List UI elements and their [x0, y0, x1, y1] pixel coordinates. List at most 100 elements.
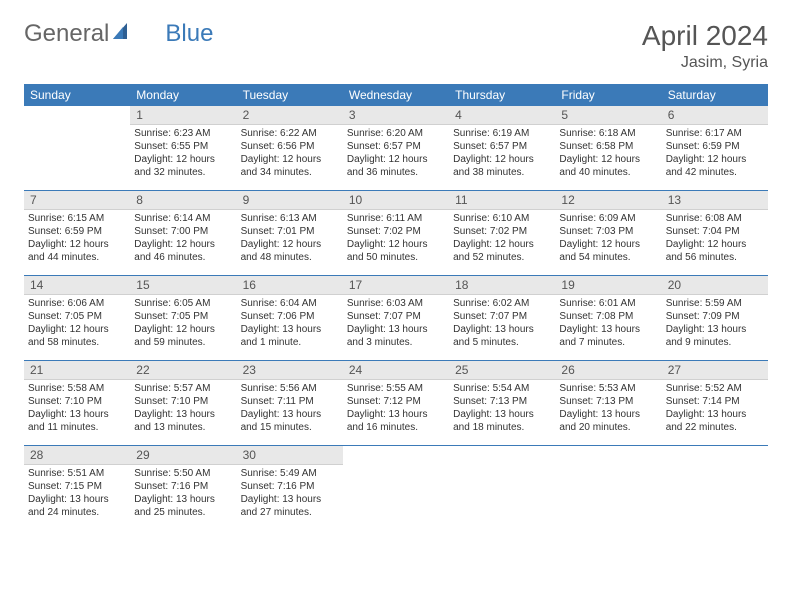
day-details: Sunrise: 6:19 AMSunset: 6:57 PMDaylight:… [449, 125, 555, 183]
day-cell: 11Sunrise: 6:10 AMSunset: 7:02 PMDayligh… [449, 191, 555, 276]
day-number: 2 [237, 106, 343, 125]
sunrise-line: Sunrise: 5:54 AM [453, 382, 551, 395]
day-number: 16 [237, 276, 343, 295]
daylight-line-2: and 13 minutes. [134, 421, 232, 434]
daylight-line-2: and 16 minutes. [347, 421, 445, 434]
daylight-line-2: and 36 minutes. [347, 166, 445, 179]
sunset-line: Sunset: 6:57 PM [347, 140, 445, 153]
sunrise-line: Sunrise: 5:58 AM [28, 382, 126, 395]
day-cell: 16Sunrise: 6:04 AMSunset: 7:06 PMDayligh… [237, 276, 343, 361]
day-number: 20 [662, 276, 768, 295]
day-number: 9 [237, 191, 343, 210]
day-cell: 21Sunrise: 5:58 AMSunset: 7:10 PMDayligh… [24, 361, 130, 446]
day-details: Sunrise: 5:57 AMSunset: 7:10 PMDaylight:… [130, 380, 236, 438]
daylight-line-1: Daylight: 12 hours [347, 238, 445, 251]
day-cell: 9Sunrise: 6:13 AMSunset: 7:01 PMDaylight… [237, 191, 343, 276]
location-label: Jasim, Syria [642, 54, 768, 72]
sunrise-line: Sunrise: 5:50 AM [134, 467, 232, 480]
day-cell: 7Sunrise: 6:15 AMSunset: 6:59 PMDaylight… [24, 191, 130, 276]
sunset-line: Sunset: 7:08 PM [559, 310, 657, 323]
day-number: 28 [24, 446, 130, 465]
day-number: 6 [662, 106, 768, 125]
sunset-line: Sunset: 7:14 PM [666, 395, 764, 408]
day-details: Sunrise: 6:18 AMSunset: 6:58 PMDaylight:… [555, 125, 661, 183]
daylight-line-1: Daylight: 12 hours [666, 153, 764, 166]
daylight-line-2: and 38 minutes. [453, 166, 551, 179]
sunset-line: Sunset: 6:59 PM [28, 225, 126, 238]
daylight-line-1: Daylight: 13 hours [28, 408, 126, 421]
col-saturday: Saturday [662, 84, 768, 106]
day-number: 14 [24, 276, 130, 295]
day-details: Sunrise: 6:20 AMSunset: 6:57 PMDaylight:… [343, 125, 449, 183]
sunset-line: Sunset: 7:09 PM [666, 310, 764, 323]
day-details: Sunrise: 6:17 AMSunset: 6:59 PMDaylight:… [662, 125, 768, 183]
day-cell: 29Sunrise: 5:50 AMSunset: 7:16 PMDayligh… [130, 446, 236, 530]
week-row: 21Sunrise: 5:58 AMSunset: 7:10 PMDayligh… [24, 361, 768, 446]
daylight-line-1: Daylight: 12 hours [28, 323, 126, 336]
day-details: Sunrise: 6:09 AMSunset: 7:03 PMDaylight:… [555, 210, 661, 268]
sunrise-line: Sunrise: 5:51 AM [28, 467, 126, 480]
sunrise-line: Sunrise: 6:03 AM [347, 297, 445, 310]
daylight-line-2: and 48 minutes. [241, 251, 339, 264]
daylight-line-2: and 42 minutes. [666, 166, 764, 179]
sunrise-line: Sunrise: 6:23 AM [134, 127, 232, 140]
day-number: 19 [555, 276, 661, 295]
day-cell: 10Sunrise: 6:11 AMSunset: 7:02 PMDayligh… [343, 191, 449, 276]
month-title: April 2024 [642, 20, 768, 52]
daylight-line-2: and 32 minutes. [134, 166, 232, 179]
day-details: Sunrise: 6:14 AMSunset: 7:00 PMDaylight:… [130, 210, 236, 268]
day-cell: 20Sunrise: 5:59 AMSunset: 7:09 PMDayligh… [662, 276, 768, 361]
sunrise-line: Sunrise: 6:19 AM [453, 127, 551, 140]
day-details: Sunrise: 5:56 AMSunset: 7:11 PMDaylight:… [237, 380, 343, 438]
sunrise-line: Sunrise: 5:53 AM [559, 382, 657, 395]
sunset-line: Sunset: 7:04 PM [666, 225, 764, 238]
day-cell [449, 446, 555, 530]
day-cell: 28Sunrise: 5:51 AMSunset: 7:15 PMDayligh… [24, 446, 130, 530]
daylight-line-1: Daylight: 13 hours [241, 323, 339, 336]
day-details: Sunrise: 6:04 AMSunset: 7:06 PMDaylight:… [237, 295, 343, 353]
sunrise-line: Sunrise: 6:18 AM [559, 127, 657, 140]
col-monday: Monday [130, 84, 236, 106]
daylight-line-1: Daylight: 12 hours [134, 323, 232, 336]
daylight-line-2: and 5 minutes. [453, 336, 551, 349]
day-cell: 26Sunrise: 5:53 AMSunset: 7:13 PMDayligh… [555, 361, 661, 446]
day-number: 8 [130, 191, 236, 210]
sunrise-line: Sunrise: 6:05 AM [134, 297, 232, 310]
daylight-line-2: and 15 minutes. [241, 421, 339, 434]
daylight-line-1: Daylight: 13 hours [28, 493, 126, 506]
sunset-line: Sunset: 6:59 PM [666, 140, 764, 153]
daylight-line-1: Daylight: 12 hours [134, 238, 232, 251]
day-details: Sunrise: 5:54 AMSunset: 7:13 PMDaylight:… [449, 380, 555, 438]
sunset-line: Sunset: 6:57 PM [453, 140, 551, 153]
day-cell: 25Sunrise: 5:54 AMSunset: 7:13 PMDayligh… [449, 361, 555, 446]
sunset-line: Sunset: 7:06 PM [241, 310, 339, 323]
day-cell: 4Sunrise: 6:19 AMSunset: 6:57 PMDaylight… [449, 106, 555, 191]
sunrise-line: Sunrise: 6:06 AM [28, 297, 126, 310]
day-details: Sunrise: 6:11 AMSunset: 7:02 PMDaylight:… [343, 210, 449, 268]
sunrise-line: Sunrise: 6:04 AM [241, 297, 339, 310]
daylight-line-2: and 58 minutes. [28, 336, 126, 349]
day-header-row: Sunday Monday Tuesday Wednesday Thursday… [24, 84, 768, 106]
daylight-line-2: and 1 minute. [241, 336, 339, 349]
day-number: 27 [662, 361, 768, 380]
day-cell: 8Sunrise: 6:14 AMSunset: 7:00 PMDaylight… [130, 191, 236, 276]
day-details: Sunrise: 6:03 AMSunset: 7:07 PMDaylight:… [343, 295, 449, 353]
day-cell: 19Sunrise: 6:01 AMSunset: 7:08 PMDayligh… [555, 276, 661, 361]
day-number: 1 [130, 106, 236, 125]
daylight-line-2: and 54 minutes. [559, 251, 657, 264]
daylight-line-1: Daylight: 13 hours [666, 323, 764, 336]
daylight-line-1: Daylight: 12 hours [28, 238, 126, 251]
sunset-line: Sunset: 7:07 PM [347, 310, 445, 323]
col-sunday: Sunday [24, 84, 130, 106]
day-details: Sunrise: 6:06 AMSunset: 7:05 PMDaylight:… [24, 295, 130, 353]
sunrise-line: Sunrise: 6:15 AM [28, 212, 126, 225]
day-details: Sunrise: 6:08 AMSunset: 7:04 PMDaylight:… [662, 210, 768, 268]
sunset-line: Sunset: 6:56 PM [241, 140, 339, 153]
day-number: 11 [449, 191, 555, 210]
day-number: 26 [555, 361, 661, 380]
logo: General Blue [24, 20, 213, 48]
logo-sail-icon [113, 20, 133, 48]
daylight-line-2: and 40 minutes. [559, 166, 657, 179]
day-details: Sunrise: 5:51 AMSunset: 7:15 PMDaylight:… [24, 465, 130, 523]
col-thursday: Thursday [449, 84, 555, 106]
